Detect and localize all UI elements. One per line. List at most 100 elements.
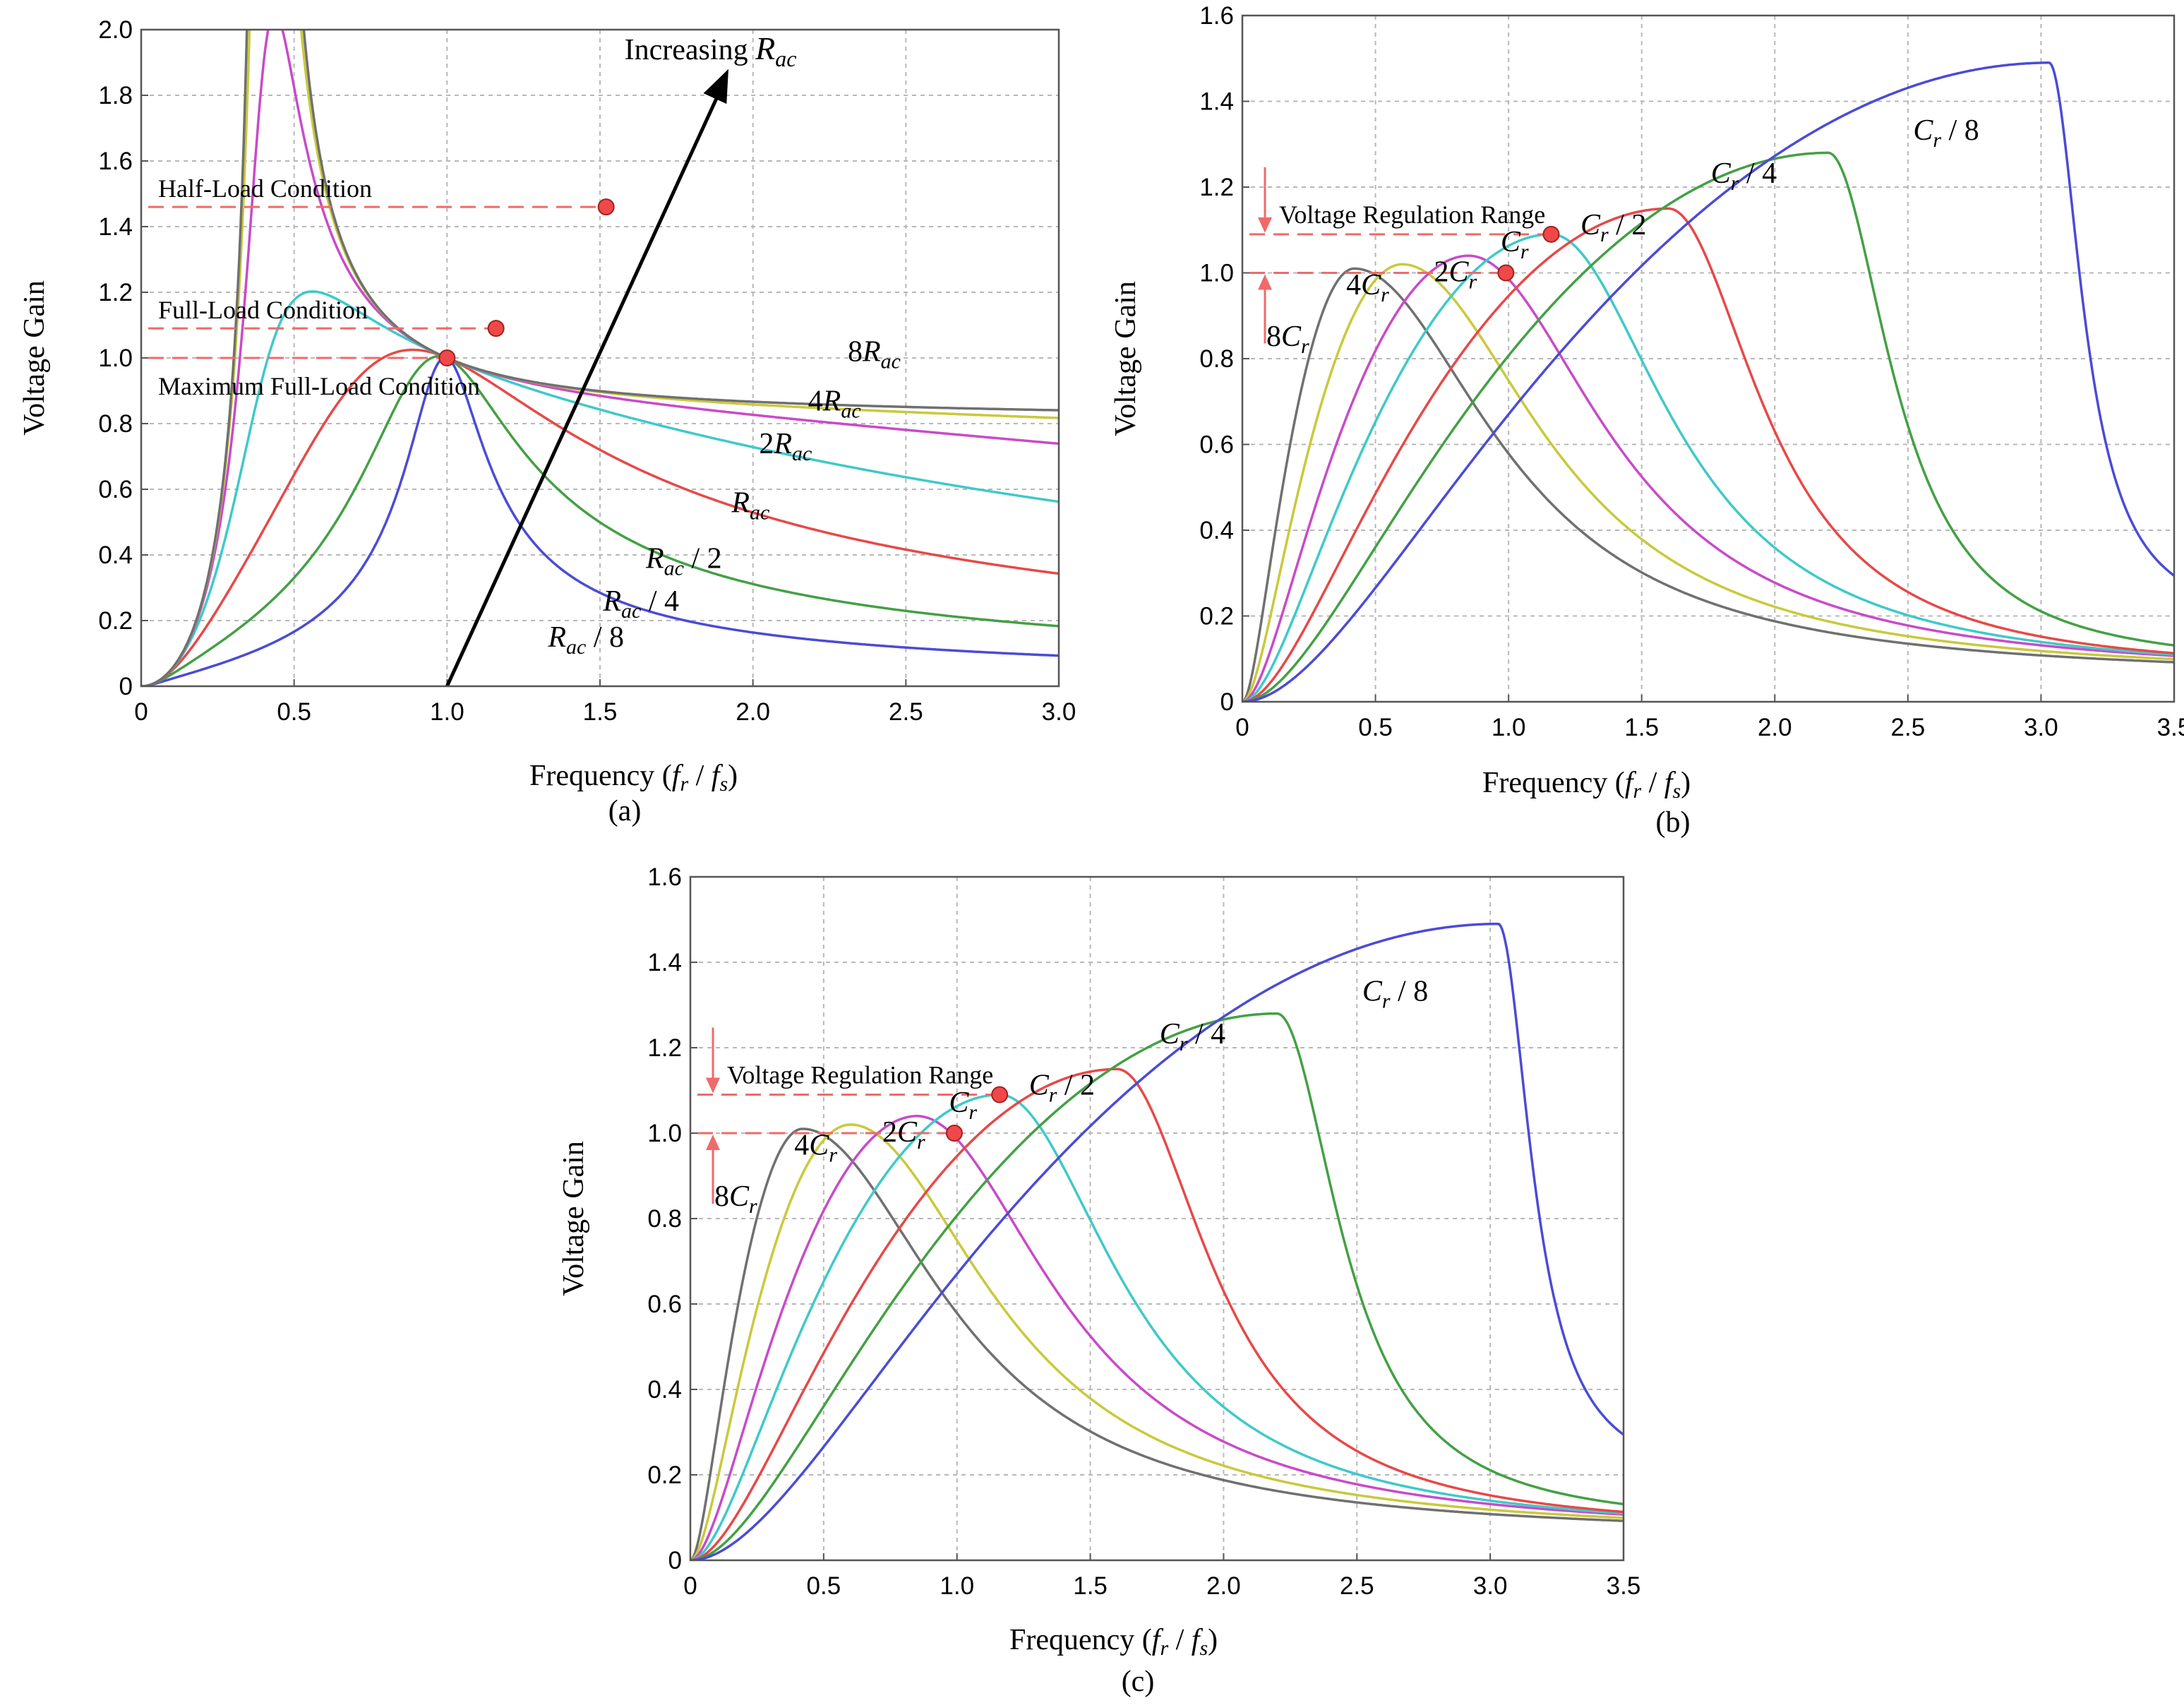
y-tick-label: 0.6 — [1199, 431, 1234, 459]
plot-frame — [1241, 14, 2176, 703]
x-tick-label: 0.5 — [1358, 714, 1393, 741]
range-label: Voltage Regulation Range — [727, 1061, 993, 1089]
x-tick-label: 3.0 — [1473, 1572, 1508, 1600]
text-span: ) — [1208, 1624, 1218, 1656]
text-span: r — [1633, 779, 1641, 803]
text-span: C — [809, 1129, 829, 1161]
series-line-c-r-2 — [690, 1067, 1624, 1560]
text-span: r — [1382, 989, 1391, 1012]
plot-frame — [689, 875, 1625, 1562]
series-line-c-r-8 — [1242, 61, 2174, 702]
text-span: ac — [621, 599, 641, 623]
curve-label: 2Rac — [759, 428, 812, 465]
text-span: R — [822, 385, 841, 417]
text-span: r — [1469, 270, 1477, 294]
operating-point-marker — [487, 320, 505, 337]
text-span: R — [731, 487, 750, 520]
chart-panel-a: 0 0.5 1.0 1.5 2.0 2.5 3.0 0 0.2 0.4 0.6 0.8 1.0 1.2 1.… — [18, 16, 1076, 827]
x-axis-label: Frequency (fr / fs) — [1482, 767, 1691, 803]
text-span: ) — [1681, 767, 1691, 799]
curve-label: Cr / 2 — [1580, 209, 1646, 246]
x-tick-label: 0 — [1235, 714, 1249, 741]
operating-point-marker — [945, 1125, 963, 1142]
curve-label: 8Cr — [1266, 321, 1309, 358]
series-line-c-r — [1242, 233, 2174, 702]
y-tick-label: 1.8 — [98, 82, 133, 109]
text-span: r — [829, 1143, 837, 1166]
y-tick-label: 0.6 — [98, 476, 133, 503]
curve-label: Cr / 8 — [1913, 114, 1979, 152]
text-span: / 4 — [1187, 1018, 1225, 1051]
y-tick-label: 0 — [119, 673, 133, 700]
text-span: / 2 — [684, 543, 722, 575]
curve-label: Rac / 4 — [602, 585, 679, 623]
text-span: C — [1160, 1018, 1180, 1051]
guide-label: Full-Load Condition — [158, 296, 368, 324]
text-span: C — [949, 1087, 969, 1119]
y-tick-label: 2.0 — [98, 16, 133, 44]
text-span: / — [1168, 1624, 1192, 1656]
x-tick-label: 3.5 — [1607, 1572, 1641, 1600]
curve-label: 4Rac — [808, 385, 861, 422]
text-span: / 4 — [1739, 157, 1777, 190]
text-span: Frequency ( — [1482, 767, 1625, 799]
text-span: R — [547, 621, 566, 654]
text-span: ac — [881, 350, 901, 373]
text-span: R — [862, 336, 881, 369]
curve-label: 2Cr — [1434, 256, 1477, 294]
text-span: / 8 — [1391, 975, 1429, 1007]
text-span: s — [719, 772, 728, 796]
curve-label: Cr / 8 — [1362, 975, 1428, 1012]
text-span: s — [1672, 779, 1681, 803]
range-arrow-down-head — [706, 1077, 720, 1094]
text-span: s — [1199, 1637, 1208, 1660]
text-span: Frequency ( — [1009, 1624, 1152, 1656]
range-label: Voltage Regulation Range — [1279, 201, 1545, 229]
x-tick-label: 3.0 — [2024, 714, 2058, 741]
text-span: ) — [728, 760, 738, 792]
text-span: 8 — [714, 1180, 729, 1213]
series-line-c-r-4 — [1242, 151, 2174, 702]
text-span: 4 — [1346, 269, 1361, 301]
operating-point-marker — [1497, 264, 1515, 282]
series-line-r-ac-8 — [141, 356, 1059, 686]
y-tick-label: 1.4 — [98, 213, 133, 241]
text-span: r — [749, 1195, 757, 1218]
chart-panel-b: 0 0.5 1.0 1.5 2.0 2.5 3.0 3.5 0 0.2 0.4 0.6 0.8 1.0 1.… — [1110, 2, 2184, 839]
y-tick-label: 0.8 — [98, 410, 133, 438]
y-tick-label: 1.6 — [98, 148, 133, 175]
curve-label: Rac / 8 — [547, 621, 624, 659]
series-line-c-r-2 — [1242, 207, 2174, 702]
series-line-r-ac-4 — [141, 354, 1059, 686]
curves-group — [141, 30, 1059, 686]
text-span: r — [1301, 335, 1309, 358]
series-line-8r-ac — [141, 30, 1059, 686]
x-tick-label: 1.0 — [1492, 714, 1526, 741]
text-span: r — [1180, 1032, 1188, 1055]
series-line-c-r — [690, 1093, 1624, 1560]
x-tick-label: 0 — [683, 1572, 697, 1600]
range-arrow-up-head — [706, 1135, 720, 1150]
text-span: C — [1361, 269, 1381, 301]
curve-label: Cr / 4 — [1711, 157, 1777, 195]
text-span: / 4 — [641, 585, 679, 618]
text-span: r — [1731, 172, 1739, 195]
operating-point-marker — [597, 198, 615, 216]
text-span: / — [1641, 767, 1664, 799]
x-tick-label: 2.0 — [1206, 1572, 1241, 1600]
y-tick-label: 1.6 — [1199, 2, 1234, 30]
x-axis-label: Frequency (fr / fs) — [1009, 1624, 1218, 1660]
y-tick-label: 0.8 — [647, 1205, 682, 1233]
panel-caption: (b) — [1656, 806, 1691, 839]
text-span: C — [897, 1116, 918, 1149]
text-span: 2 — [1434, 256, 1449, 289]
text-span: 2 — [759, 428, 774, 460]
x-tick-label: 2.0 — [736, 698, 770, 726]
text-span: r — [1381, 283, 1389, 306]
text-span: R — [602, 585, 621, 618]
text-span: / — [688, 760, 712, 792]
x-tick-label: 2.0 — [1758, 714, 1792, 741]
x-tick-label: 0.5 — [277, 698, 311, 726]
series-line-4c-r — [690, 1123, 1624, 1560]
x-tick-label: 1.0 — [430, 698, 464, 726]
